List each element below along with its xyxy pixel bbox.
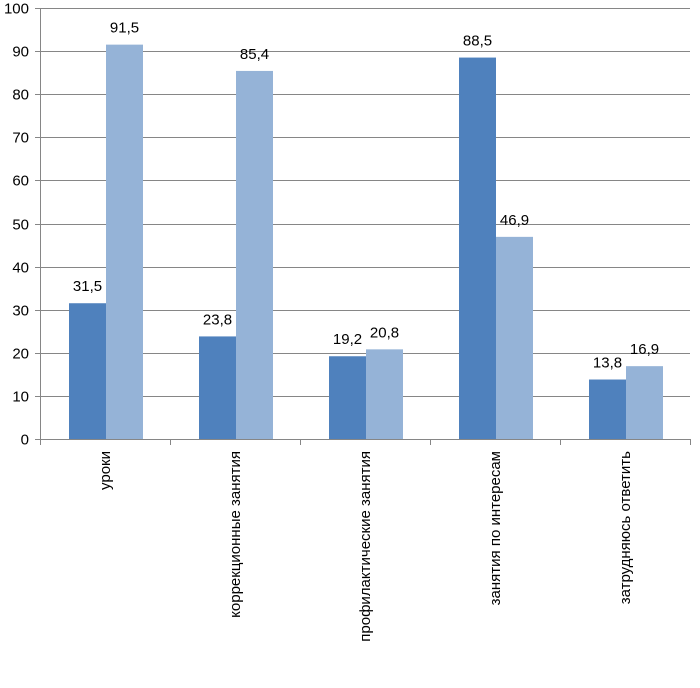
bar: [236, 70, 273, 440]
bar: [496, 236, 533, 439]
y-axis-tick-labels: 0 10 20 30 40 50 60 70 80 90 100: [4, 1, 29, 449]
data-label: 85,4: [240, 46, 269, 63]
y-tick-label: 70: [12, 130, 29, 147]
y-tick-label: 100: [4, 1, 29, 18]
category-label: уроки: [97, 451, 114, 490]
data-label: 88,5: [463, 33, 492, 50]
data-label: 19,2: [333, 331, 362, 348]
bar: [626, 366, 663, 439]
category-label: занятия по интересам: [487, 451, 504, 605]
y-tick-label: 10: [12, 389, 29, 406]
y-tick-label: 60: [12, 173, 29, 190]
y-tick-label: 40: [12, 260, 29, 277]
axes: [35, 8, 691, 445]
data-label: 20,8: [370, 324, 399, 341]
category-label: профилактические занятия: [357, 451, 374, 642]
category-label: затрудняюсь ответить: [617, 451, 634, 604]
gridlines: [40, 8, 690, 397]
bar: [459, 57, 496, 439]
data-label: 23,8: [203, 311, 232, 328]
data-labels: 31,5 23,8 19,2 88,5 13,8 91,5 85,4 20,8 46,9 16,9: [73, 20, 659, 372]
bar: [589, 379, 626, 439]
y-tick-label: 80: [12, 87, 29, 104]
data-label: 91,5: [110, 20, 139, 37]
category-label: коррекционные занятия: [227, 451, 244, 618]
y-tick-label: 90: [12, 44, 29, 61]
x-axis-category-labels: уроки коррекционные занятия профилактическ…: [97, 451, 634, 642]
y-tick-label: 20: [12, 346, 29, 363]
data-label: 13,8: [593, 355, 622, 372]
bar: [199, 336, 236, 439]
bar: [69, 303, 106, 439]
bar: [366, 349, 403, 439]
y-tick-label: 50: [12, 217, 29, 234]
bars: [69, 44, 663, 440]
bar: [106, 44, 143, 439]
data-label: 31,5: [73, 278, 102, 295]
y-tick-label: 30: [12, 303, 29, 320]
data-label: 46,9: [500, 212, 529, 229]
bar: [329, 356, 366, 439]
y-tick-label: 0: [21, 432, 29, 449]
data-label: 16,9: [630, 341, 659, 358]
